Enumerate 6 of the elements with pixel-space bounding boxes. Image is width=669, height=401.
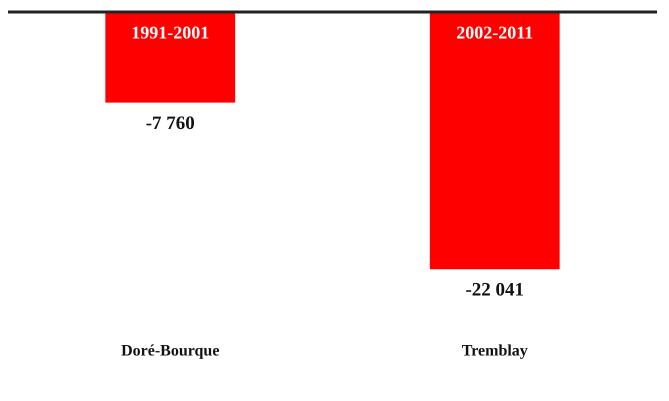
data-label: -22 041 [465,280,524,301]
annotation: 1991-2001 [131,22,210,43]
annotation: 2002-2011 [456,22,534,43]
x-tick-label: Doré-Bourque [121,342,220,360]
data-label: -7 760 [146,112,195,134]
x-tick-label: Tremblay [462,342,528,360]
